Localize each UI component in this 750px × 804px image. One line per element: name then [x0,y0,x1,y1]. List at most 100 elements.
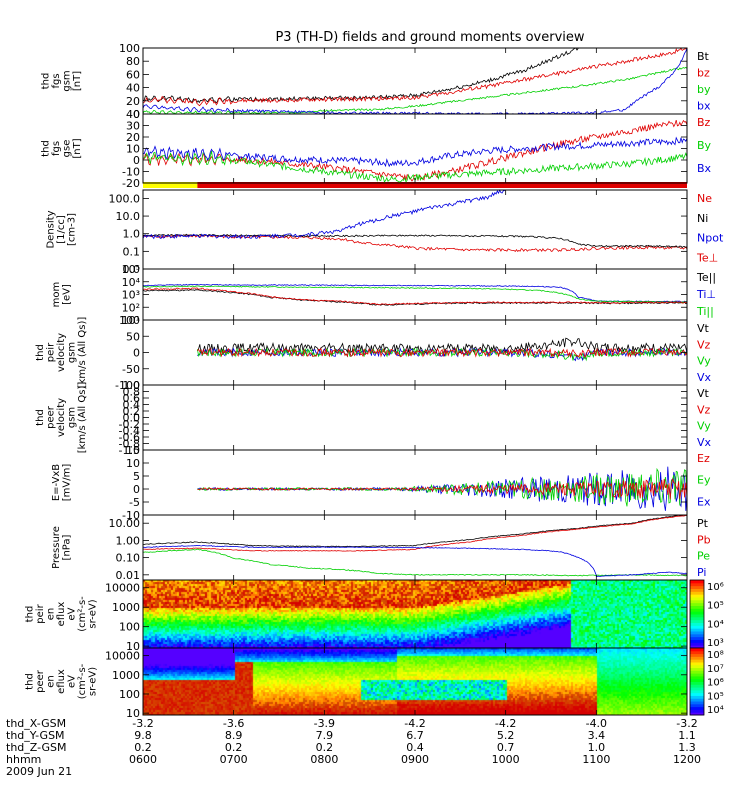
y-axis-label: thd peer en eflux eV (cm²-s-sr-eV) [25,663,99,699]
y-tick-label: 100 [119,621,140,634]
y-axis-label-line: peir [35,603,46,623]
series-line-by [142,66,688,115]
colorbar-step [690,648,704,652]
y-tick-label: -0.8 [119,438,140,451]
y-axis-label: Pressure [nPa] [51,526,73,569]
colorbar-step [690,591,704,595]
panel-frame [142,47,688,115]
colorbar-step [690,645,704,649]
y-tick-label: 0.2 [123,405,141,418]
colorbar-step [690,675,704,680]
series-line-Vy [197,347,688,362]
series-line-Ni [142,233,688,249]
series-line-bz [142,47,688,107]
series-line-Pb [143,514,688,552]
y-axis-label: thd peir en eflux eV (cm²-s-sr-eV) [25,596,99,632]
y-tick-label: 5 [133,470,140,483]
y-axis-label-line: Density [46,210,57,248]
colorbar-tick-label: 10⁸ [707,650,724,661]
y-axis-label: thd fgs gse [nT] [40,138,83,158]
y-tick-label: 10⁴ [122,276,141,289]
legend-entry: Pe [697,550,710,563]
colorbar-step [690,628,704,632]
y-axis-label-line: eflux [56,669,67,694]
legend-entry: Vt [697,322,710,335]
legend-entry: Vy [697,355,711,368]
legend-entry: Pb [697,533,711,546]
x-tick-label: 0.2 [316,741,334,754]
y-tick-label: 80 [126,55,140,68]
colorbar-step [690,656,704,660]
y-axis-label-line: [cm-3] [67,213,78,246]
axis-row-label: thd_Z-GSM [6,741,66,754]
y-tick-label: 1000 [112,669,140,682]
y-axis-label-line: sr-eV) [88,667,99,696]
y-tick-label: -100 [115,379,140,392]
legend-entry: Pi [697,566,706,579]
colorbar-step [690,684,704,688]
colorbar-tick-label: 10⁵ [707,691,724,702]
legend-entry: Vx [697,371,712,384]
y-tick-label: 20 [126,95,140,108]
panel-pressure: Pt Pb Pe Pi 0.01 0.10 1.00 10.00 Pressure [nPa] [51,514,711,582]
colorbar-step [690,642,704,646]
colorbar-step [690,602,704,606]
x-tick-label: -3.6 [223,717,244,730]
x-tick-label: 1100 [582,753,610,766]
x-tick-label: 1200 [673,753,701,766]
panel-peer-en-eflux: 10⁴ 10⁵ 10⁶ 10⁷ 10⁸ 10 100 1000 10000 thd peer en ef… [25,647,724,720]
y-tick-label: 1.00 [116,534,141,547]
x-tick-label: 1.1 [678,729,696,742]
y-axis-label-line: sr-eV) [88,599,99,628]
colorbar-step [690,608,704,612]
legend-entry: Ni [697,212,708,225]
y-axis-label-line: mom [51,282,62,308]
y-axis-label: thd fgs gsm [nT] [40,70,83,91]
y-axis-label-line: [1/cc] [56,215,67,244]
y-tick-label: 50 [126,330,140,343]
x-tick-label: 7.9 [316,729,334,742]
axis-row-label: thd_Y-GSM [6,729,65,742]
y-axis-label-line: fgs [51,73,62,88]
series-line-Vx [197,347,688,362]
spectrogram [143,648,687,715]
y-tick-label: 0.1 [123,245,141,258]
colorbar-step [690,698,704,702]
y-tick-label: 0.4 [123,399,141,412]
series-line-By [142,150,688,183]
y-axis-label-line: thd [25,673,36,690]
x-tick-label: 0800 [310,753,338,766]
y-tick-label: -0.6 [119,431,140,444]
x-tick-label: -3.2 [676,717,697,730]
colorbar-step [690,616,704,621]
colorbar-tick-label: 10⁶ [707,582,724,593]
legend-entry: Ti|| [696,305,714,318]
y-axis-label-line: eflux [56,602,67,627]
legend-entry: Npot [697,232,724,245]
y-axis-label: mom [eV] [51,282,73,308]
y-axis-label-line: [nT] [72,138,83,158]
y-axis-label-line: thd [35,344,46,361]
x-tick-label: 8.9 [225,729,243,742]
y-axis-label-line: gsm [61,70,72,91]
colorbar-step [690,611,704,615]
date-label: 2009 Jun 21 [6,765,72,778]
y-tick-label: -10 [122,509,140,522]
y-tick-label: 10² [122,301,140,314]
series-line-bx [142,47,688,115]
panel-peir-velocity: Vt Vz Vy Vx -100 -50 0 50 100 thd peir velocity gsm[… [35,314,712,392]
legend-entry: By [697,139,712,152]
colorbar-tick-label: 10⁶ [707,678,724,689]
y-axis-label-line: en [46,675,57,688]
y-tick-label: 0 [133,347,140,360]
legend-entry: Vx [697,436,712,449]
colorbar-step [690,594,704,598]
x-tick-label: 0900 [401,753,429,766]
colorbar-step [690,582,704,587]
y-axis-label: thd peer velocity gsm [km/s (All Qs)] [35,382,88,454]
y-tick-label: 40 [126,82,140,95]
y-tick-label: 10000 [105,650,140,663]
